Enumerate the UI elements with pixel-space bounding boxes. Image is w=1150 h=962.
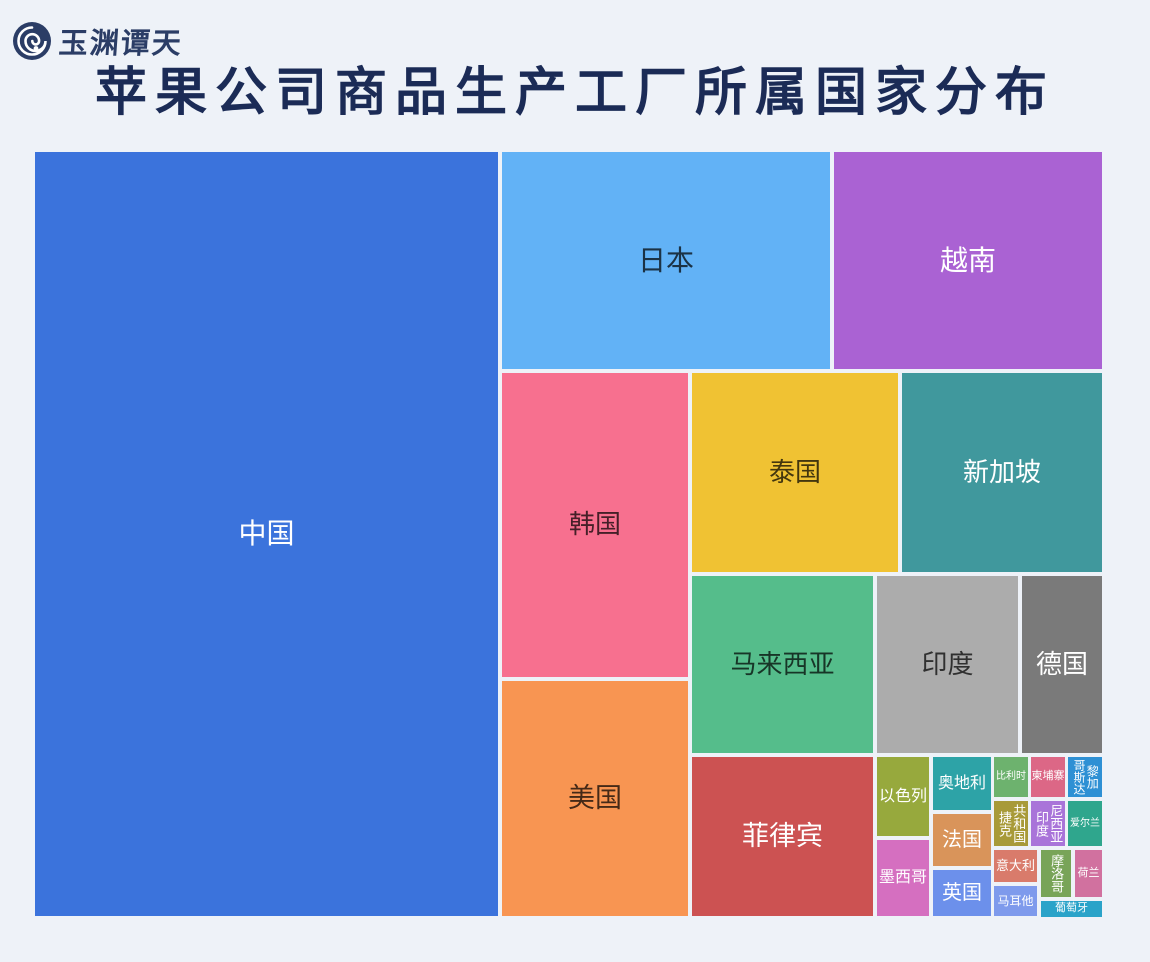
treemap-cell-label: 韩国 xyxy=(568,509,621,540)
treemap-cell-label: 柬埔寨 xyxy=(1031,770,1065,783)
treemap-cell-portugal: 葡萄牙 xyxy=(1041,901,1102,917)
header: 玉渊谭天 苹果公司商品生产工厂所属国家分布 xyxy=(0,0,1150,152)
treemap-cell-label: 比利时 xyxy=(996,771,1026,782)
treemap-cell-thailand: 泰国 xyxy=(692,373,898,572)
treemap-cell-label: 奥地利 xyxy=(937,774,986,792)
treemap-cell-label: 葡萄牙 xyxy=(1055,902,1088,915)
treemap-cell-costa-rica: 哥斯达 黎加 xyxy=(1068,757,1102,797)
treemap-cell-label: 新加坡 xyxy=(962,456,1041,487)
treemap-cell-netherlands: 荷兰 xyxy=(1075,850,1102,897)
treemap-cell-label: 美国 xyxy=(568,783,622,814)
treemap-cell-label: 墨西哥 xyxy=(878,869,927,887)
treemap-cell-label: 法国 xyxy=(942,829,982,851)
treemap-cell-china: 中国 xyxy=(35,152,498,916)
treemap-cell-label: 马耳他 xyxy=(997,893,1034,908)
treemap-cell-uk: 英国 xyxy=(933,870,991,916)
treemap-cell-austria: 奥地利 xyxy=(933,757,991,810)
treemap-cell-mexico: 墨西哥 xyxy=(877,840,929,916)
treemap-cell-czech-republic: 捷克 共和国 xyxy=(994,801,1028,846)
treemap-cell-malta: 马耳他 xyxy=(994,886,1037,916)
swirl-logo-icon xyxy=(12,21,52,61)
treemap-cell-belgium: 比利时 xyxy=(994,757,1028,797)
treemap-cell-vietnam: 越南 xyxy=(834,152,1102,369)
treemap-cell-label: 印度 尼西亚 xyxy=(1034,804,1064,843)
treemap-cell-usa: 美国 xyxy=(502,681,688,916)
treemap-cell-label: 马来西亚 xyxy=(730,648,835,679)
treemap-cell-south-korea: 韩国 xyxy=(502,373,688,677)
treemap-cell-label: 泰国 xyxy=(768,456,821,487)
treemap-cell-label: 菲律宾 xyxy=(742,821,823,852)
treemap-cell-label: 德国 xyxy=(1035,648,1088,679)
treemap-cell-label: 以色列 xyxy=(878,787,927,805)
treemap-cell-cambodia: 柬埔寨 xyxy=(1031,757,1065,797)
treemap-cell-malaysia: 马来西亚 xyxy=(692,576,873,753)
treemap-cell-indonesia: 印度 尼西亚 xyxy=(1031,801,1065,846)
treemap-cell-india: 印度 xyxy=(877,576,1018,753)
treemap-cell-label: 捷克 共和国 xyxy=(997,804,1027,843)
chart-title: 苹果公司商品生产工厂所属国家分布 xyxy=(94,64,1055,122)
treemap-cell-germany: 德国 xyxy=(1022,576,1102,753)
treemap-cell-france: 法国 xyxy=(933,814,991,866)
treemap-cell-israel: 以色列 xyxy=(877,757,929,836)
brand-logo: 玉渊谭天 xyxy=(12,20,184,62)
treemap-cell-label: 英国 xyxy=(942,882,982,904)
treemap-cell-label: 意大利 xyxy=(995,858,1035,874)
treemap-cell-italy: 意大利 xyxy=(994,850,1037,882)
treemap-cell-label: 荷兰 xyxy=(1077,866,1100,879)
treemap: 中国 日本 越南韩国美国 泰国 新加坡马来西亚菲律宾 印度 德国以色列墨西哥 奥地利法国英国 捷… xyxy=(35,152,1102,917)
treemap-cell-label: 日本 xyxy=(637,244,694,276)
treemap-cell-label: 越南 xyxy=(939,244,996,276)
treemap-cell-label: 中国 xyxy=(238,518,295,550)
treemap-cell-ireland: 爱尔兰 xyxy=(1068,801,1102,846)
treemap-cell-singapore: 新加坡 xyxy=(902,373,1102,572)
treemap-cell-label: 哥斯达 黎加 xyxy=(1072,759,1100,795)
treemap-cell-morocco: 摩洛哥 xyxy=(1041,850,1071,897)
treemap-cell-label: 印度 xyxy=(921,648,974,679)
treemap-cell-label: 爱尔兰 xyxy=(1070,817,1100,829)
treemap-cell-label: 摩洛哥 xyxy=(1049,854,1065,893)
treemap-cell-japan: 日本 xyxy=(502,152,830,369)
treemap-cell-philippines: 菲律宾 xyxy=(692,757,873,916)
